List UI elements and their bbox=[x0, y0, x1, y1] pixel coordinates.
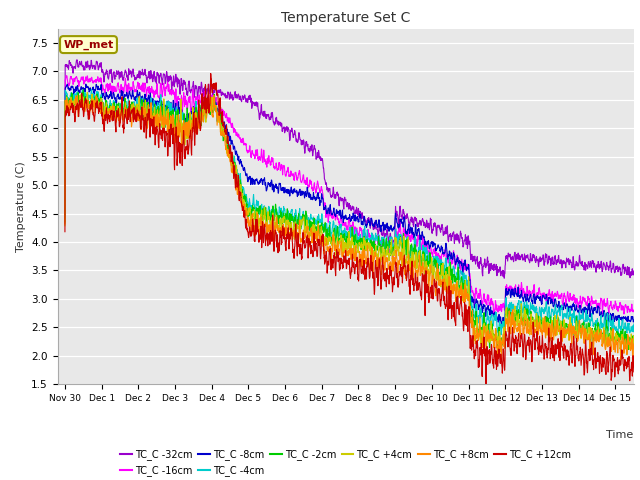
TC_C -8cm bbox=[394, 224, 402, 230]
TC_C -8cm bbox=[569, 302, 577, 308]
TC_C +8cm bbox=[205, 91, 212, 97]
Line: TC_C -4cm: TC_C -4cm bbox=[65, 90, 640, 385]
TC_C -4cm bbox=[246, 206, 254, 212]
TC_C +4cm bbox=[569, 328, 577, 334]
TC_C -4cm bbox=[569, 314, 577, 320]
TC_C -16cm bbox=[536, 288, 543, 293]
TC_C -2cm bbox=[246, 209, 254, 215]
TC_C -16cm bbox=[569, 296, 577, 301]
TC_C -8cm bbox=[246, 178, 254, 183]
TC_C -2cm bbox=[536, 320, 543, 325]
TC_C -8cm bbox=[536, 294, 543, 300]
TC_C +12cm bbox=[569, 348, 577, 354]
Line: TC_C +8cm: TC_C +8cm bbox=[65, 94, 640, 385]
TC_C +4cm bbox=[120, 118, 127, 123]
TC_C +12cm bbox=[61, 229, 68, 235]
TC_C -32cm bbox=[246, 97, 254, 103]
Y-axis label: Temperature (C): Temperature (C) bbox=[16, 161, 26, 252]
TC_C -32cm bbox=[61, 197, 68, 203]
TC_C -32cm bbox=[569, 260, 577, 266]
Text: WP_met: WP_met bbox=[63, 39, 114, 50]
TC_C +4cm bbox=[84, 90, 92, 96]
TC_C +4cm bbox=[61, 223, 68, 228]
TC_C +8cm bbox=[536, 320, 543, 325]
Line: TC_C -32cm: TC_C -32cm bbox=[65, 60, 640, 340]
TC_C -32cm bbox=[536, 259, 543, 264]
TC_C +4cm bbox=[394, 245, 402, 251]
Line: TC_C +4cm: TC_C +4cm bbox=[65, 93, 640, 389]
TC_C +8cm bbox=[569, 324, 577, 329]
TC_C -4cm bbox=[88, 87, 95, 93]
TC_C -2cm bbox=[120, 108, 127, 114]
TC_C -8cm bbox=[61, 212, 68, 218]
TC_C -16cm bbox=[246, 150, 254, 156]
TC_C +12cm bbox=[394, 284, 402, 290]
TC_C -32cm bbox=[73, 57, 81, 62]
TC_C +8cm bbox=[61, 221, 68, 227]
TC_C -16cm bbox=[120, 88, 127, 94]
Line: TC_C +12cm: TC_C +12cm bbox=[65, 73, 640, 408]
Title: Temperature Set C: Temperature Set C bbox=[281, 11, 410, 25]
TC_C -2cm bbox=[394, 245, 402, 251]
TC_C +12cm bbox=[120, 130, 127, 136]
TC_C -4cm bbox=[394, 237, 402, 242]
TC_C -32cm bbox=[120, 75, 127, 81]
TC_C +12cm bbox=[207, 71, 214, 76]
TC_C -32cm bbox=[394, 216, 402, 222]
TC_C -16cm bbox=[62, 73, 70, 79]
TC_C -2cm bbox=[569, 325, 577, 331]
TC_C +4cm bbox=[246, 216, 254, 222]
TC_C -2cm bbox=[61, 219, 68, 225]
Line: TC_C -16cm: TC_C -16cm bbox=[65, 76, 640, 364]
TC_C -2cm bbox=[79, 87, 87, 93]
TC_C +12cm bbox=[536, 333, 543, 339]
TC_C -16cm bbox=[394, 234, 402, 240]
TC_C +4cm bbox=[536, 316, 543, 322]
TC_C +12cm bbox=[246, 233, 254, 239]
Legend: TC_C -32cm, TC_C -16cm, TC_C -8cm, TC_C -4cm, TC_C -2cm, TC_C +4cm, TC_C +8cm, T: TC_C -32cm, TC_C -16cm, TC_C -8cm, TC_C … bbox=[116, 446, 575, 480]
TC_C -4cm bbox=[61, 215, 68, 221]
Line: TC_C -2cm: TC_C -2cm bbox=[65, 90, 640, 390]
TC_C +8cm bbox=[120, 117, 127, 122]
TC_C +8cm bbox=[394, 266, 402, 272]
TC_C -16cm bbox=[61, 207, 68, 213]
TC_C +8cm bbox=[246, 222, 254, 228]
Line: TC_C -8cm: TC_C -8cm bbox=[65, 84, 640, 371]
Text: Time: Time bbox=[606, 430, 634, 440]
TC_C -4cm bbox=[536, 304, 543, 310]
TC_C -4cm bbox=[120, 108, 127, 114]
TC_C -8cm bbox=[82, 81, 90, 87]
TC_C -8cm bbox=[120, 95, 127, 101]
